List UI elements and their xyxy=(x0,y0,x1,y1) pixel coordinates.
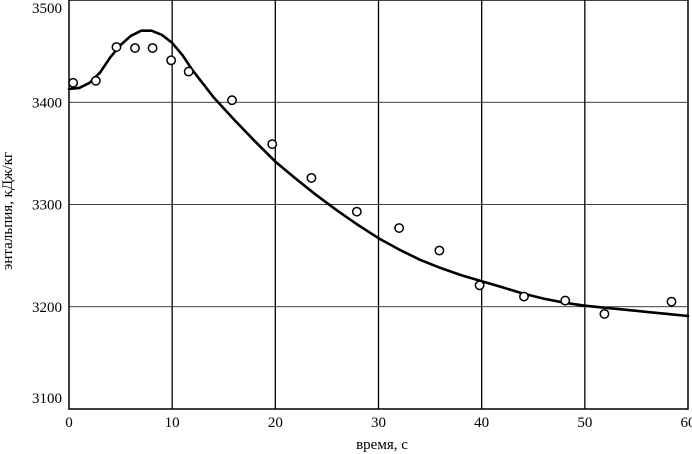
x-tick-label: 40 xyxy=(474,415,489,431)
data-point xyxy=(519,291,529,302)
x-tick-label: 20 xyxy=(268,415,283,431)
data-point xyxy=(147,43,158,54)
data-point xyxy=(306,172,317,183)
data-point xyxy=(560,295,571,306)
data-point xyxy=(394,223,405,233)
data-point xyxy=(68,77,79,88)
data-point xyxy=(267,139,278,150)
x-axis-label: время, с xyxy=(356,437,408,453)
data-points-group xyxy=(68,42,677,319)
x-tick-label: 0 xyxy=(65,415,73,431)
model-curve xyxy=(67,29,690,318)
data-point xyxy=(434,245,445,256)
x-tick-labels: 0 10 20 30 40 50 60 xyxy=(65,415,692,431)
x-tick-label: 50 xyxy=(577,415,592,431)
data-point xyxy=(130,43,140,54)
grid xyxy=(69,0,688,409)
y-tick-label: 3100 xyxy=(32,391,62,407)
data-point xyxy=(599,308,610,319)
data-point xyxy=(474,280,485,291)
y-tick-label: 3200 xyxy=(32,300,62,316)
data-point xyxy=(166,55,177,66)
data-point xyxy=(90,75,101,86)
y-tick-label: 3500 xyxy=(32,1,62,17)
data-point xyxy=(666,296,677,307)
data-point xyxy=(351,206,362,217)
x-tick-label: 10 xyxy=(165,415,180,431)
y-tick-label: 3300 xyxy=(32,198,62,214)
y-axis-label: энтальпия, кДж/кг xyxy=(0,152,16,270)
plot-frame xyxy=(68,0,689,410)
y-tick-labels: 3100 3200 3300 3400 3500 xyxy=(32,1,62,407)
y-tick-label: 3400 xyxy=(32,95,62,111)
data-point xyxy=(227,95,237,106)
data-point xyxy=(183,66,194,77)
data-point xyxy=(111,42,122,52)
x-tick-label: 60 xyxy=(681,415,692,431)
x-tick-label: 30 xyxy=(371,415,386,431)
model-curve-group xyxy=(67,29,690,318)
